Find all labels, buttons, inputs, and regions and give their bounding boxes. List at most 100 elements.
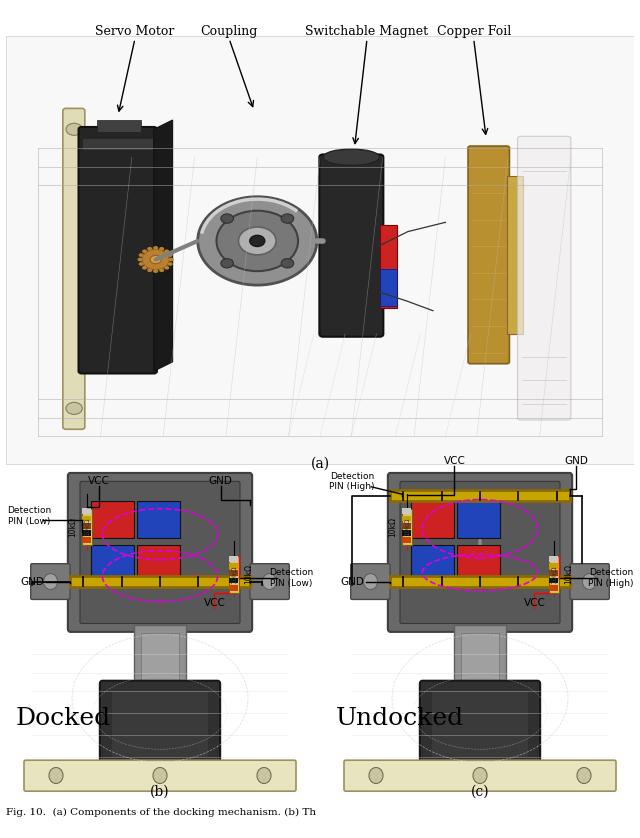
Circle shape <box>147 268 152 272</box>
Text: Coupling: Coupling <box>200 24 258 38</box>
Circle shape <box>369 768 383 784</box>
FancyBboxPatch shape <box>80 481 240 623</box>
Circle shape <box>221 259 234 268</box>
Circle shape <box>164 250 169 253</box>
Text: Detection
PIN (Low): Detection PIN (Low) <box>269 568 314 587</box>
FancyBboxPatch shape <box>31 564 70 599</box>
Bar <box>412 501 454 538</box>
Bar <box>403 509 412 515</box>
FancyBboxPatch shape <box>79 127 157 374</box>
Text: 10kΩ: 10kΩ <box>244 564 253 584</box>
Ellipse shape <box>323 149 380 165</box>
Text: Servo Motor: Servo Motor <box>95 24 175 38</box>
FancyBboxPatch shape <box>420 680 540 767</box>
Text: 10kΩ: 10kΩ <box>564 564 573 584</box>
Circle shape <box>281 259 294 268</box>
FancyBboxPatch shape <box>68 473 252 632</box>
Text: VCC: VCC <box>88 476 110 486</box>
Circle shape <box>281 214 294 223</box>
FancyBboxPatch shape <box>400 481 560 623</box>
Bar <box>457 545 500 582</box>
Text: 10kΩ: 10kΩ <box>231 565 237 583</box>
Bar <box>83 509 92 515</box>
Text: GND: GND <box>209 476 233 486</box>
Circle shape <box>239 227 276 255</box>
Circle shape <box>66 402 83 415</box>
Circle shape <box>257 768 271 784</box>
Text: Fig. 10.  (a) Components of the docking mechanism. (b) Th: Fig. 10. (a) Components of the docking m… <box>6 808 317 817</box>
Bar <box>380 225 397 308</box>
Bar <box>432 691 528 757</box>
Bar <box>457 501 500 538</box>
Text: (c): (c) <box>470 784 490 799</box>
Bar <box>507 176 523 334</box>
Bar <box>230 556 239 561</box>
FancyBboxPatch shape <box>388 473 572 632</box>
Text: GND: GND <box>564 456 588 466</box>
Bar <box>70 576 250 587</box>
Circle shape <box>153 768 167 784</box>
Bar <box>390 576 570 587</box>
Circle shape <box>582 573 596 590</box>
Bar <box>461 633 499 684</box>
Bar <box>380 269 397 306</box>
Circle shape <box>159 268 164 272</box>
Circle shape <box>66 123 83 136</box>
Circle shape <box>44 573 58 590</box>
Bar <box>454 625 506 691</box>
Bar <box>112 691 208 757</box>
Bar <box>141 633 179 684</box>
Circle shape <box>159 247 164 251</box>
FancyBboxPatch shape <box>100 680 220 767</box>
Circle shape <box>577 768 591 784</box>
FancyBboxPatch shape <box>468 146 509 364</box>
Circle shape <box>164 266 169 270</box>
Bar <box>83 523 92 529</box>
Text: Copper Foil: Copper Foil <box>436 24 511 38</box>
FancyBboxPatch shape <box>24 760 296 791</box>
Circle shape <box>198 197 317 285</box>
Circle shape <box>168 253 173 257</box>
Text: 10kΩ: 10kΩ <box>68 517 77 537</box>
Bar <box>83 138 152 150</box>
Text: VCC: VCC <box>204 598 225 608</box>
Circle shape <box>364 573 378 590</box>
FancyBboxPatch shape <box>319 154 383 337</box>
FancyBboxPatch shape <box>250 564 289 599</box>
Circle shape <box>168 262 173 266</box>
Text: Detection
PIN (Low): Detection PIN (Low) <box>6 506 51 525</box>
Text: (b): (b) <box>150 784 170 799</box>
Text: VCC: VCC <box>524 598 545 608</box>
FancyBboxPatch shape <box>518 137 571 420</box>
Text: 10kΩ: 10kΩ <box>551 565 557 583</box>
Bar <box>83 537 92 543</box>
Circle shape <box>142 249 170 270</box>
Circle shape <box>139 253 144 257</box>
Bar <box>83 515 92 521</box>
Text: 10kΩ: 10kΩ <box>84 518 90 536</box>
Text: (a): (a) <box>310 458 330 471</box>
Bar <box>390 490 570 501</box>
Circle shape <box>153 246 158 250</box>
Bar <box>230 577 239 583</box>
Circle shape <box>221 214 234 223</box>
Text: Detection
PIN (High): Detection PIN (High) <box>588 568 634 587</box>
Bar <box>91 501 134 538</box>
FancyBboxPatch shape <box>570 564 609 599</box>
Text: Docked: Docked <box>16 706 111 730</box>
Bar <box>83 530 92 536</box>
Bar <box>230 563 239 569</box>
Text: GND: GND <box>340 577 364 587</box>
Polygon shape <box>154 120 173 371</box>
Bar <box>402 509 412 546</box>
Bar <box>134 625 186 691</box>
Circle shape <box>262 573 276 590</box>
Circle shape <box>49 768 63 784</box>
Circle shape <box>250 235 265 246</box>
Circle shape <box>150 256 161 264</box>
Text: 10kΩ: 10kΩ <box>388 517 397 537</box>
Bar <box>229 556 239 592</box>
Bar <box>412 545 454 582</box>
Bar <box>230 571 239 576</box>
Bar <box>550 556 559 561</box>
